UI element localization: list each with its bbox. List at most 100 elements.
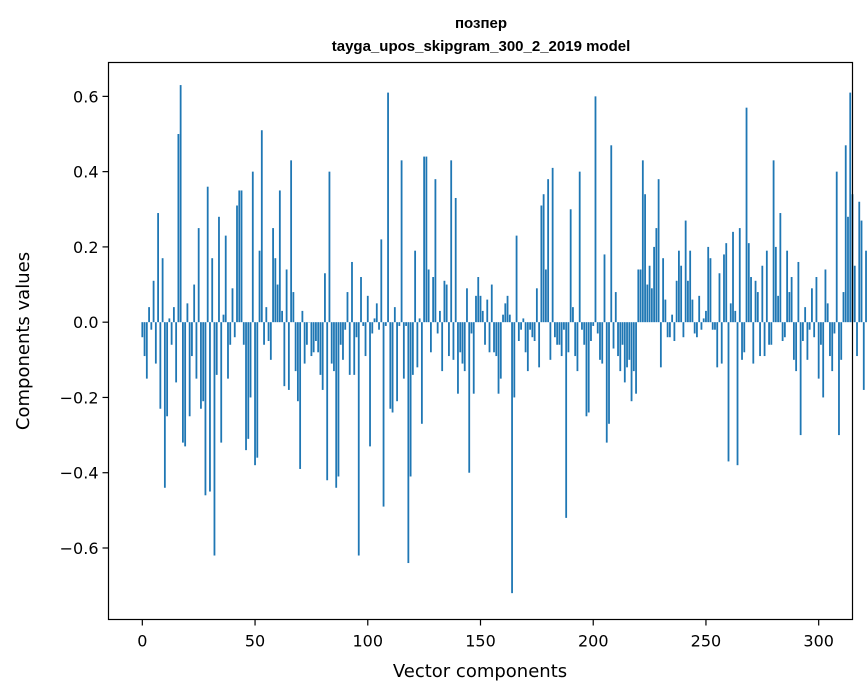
- bar: [820, 322, 822, 345]
- bar: [558, 322, 561, 345]
- bar: [274, 258, 277, 323]
- bar: [366, 295, 369, 323]
- bar: [188, 322, 191, 417]
- bar: [197, 228, 200, 323]
- bar: [840, 322, 843, 360]
- bar: [700, 322, 703, 330]
- bar: [716, 322, 719, 368]
- bar: [761, 265, 764, 323]
- bar: [538, 322, 541, 368]
- bar: [484, 322, 486, 345]
- bar: [222, 314, 225, 323]
- bar: [265, 307, 268, 323]
- x-tick-label: 150: [465, 632, 496, 651]
- bar: [646, 284, 649, 323]
- bar: [569, 209, 572, 323]
- bar: [459, 322, 462, 353]
- bar: [765, 250, 768, 323]
- bar: [673, 322, 676, 341]
- bar: [585, 322, 588, 417]
- bar: [727, 322, 730, 462]
- y-axis: −0.6 −0.4 −0.2 0.0 0.2 0.4 0.6: [60, 87, 109, 558]
- bar: [150, 322, 153, 330]
- bar: [224, 235, 227, 323]
- bar: [522, 318, 525, 323]
- bar: [364, 322, 367, 357]
- bar: [448, 322, 450, 357]
- bar: [621, 322, 624, 345]
- bar: [817, 322, 820, 379]
- bar: [400, 160, 403, 323]
- bar: [856, 322, 858, 357]
- bar: [630, 322, 633, 402]
- bar: [709, 258, 712, 323]
- bar: [533, 322, 536, 341]
- bar: [328, 171, 331, 323]
- bar: [452, 322, 455, 360]
- chart-subtitle: tayga_upos_skipgram_300_2_2019 model: [332, 38, 631, 55]
- bar: [353, 322, 356, 375]
- bar: [547, 179, 550, 323]
- bar: [635, 322, 637, 394]
- bar: [603, 254, 606, 323]
- bar: [592, 322, 595, 326]
- bar: [461, 322, 464, 364]
- bar: [680, 265, 683, 323]
- bar: [576, 322, 579, 372]
- bar: [605, 322, 608, 443]
- bar: [743, 322, 746, 353]
- bar: [508, 314, 511, 323]
- bar: [608, 322, 610, 424]
- bar: [808, 322, 811, 330]
- bar: [756, 292, 759, 323]
- bar: [583, 322, 586, 345]
- bar: [531, 322, 534, 338]
- bar: [563, 322, 565, 330]
- bar: [560, 322, 563, 357]
- bar: [236, 205, 238, 323]
- bar: [355, 322, 358, 338]
- bar: [303, 322, 306, 364]
- y-tick-label: 0.2: [73, 238, 98, 257]
- bar: [342, 322, 344, 360]
- bar: [779, 213, 782, 323]
- bar: [511, 322, 513, 594]
- bar: [161, 258, 164, 323]
- bar: [321, 322, 324, 390]
- bar: [371, 322, 374, 334]
- bar: [783, 322, 786, 338]
- bar: [623, 322, 626, 383]
- bar: [330, 322, 333, 364]
- bar: [310, 322, 313, 357]
- bar: [299, 322, 302, 469]
- bar: [148, 307, 150, 323]
- x-tick-label: 300: [803, 632, 834, 651]
- bar: [610, 145, 613, 323]
- plot-area: [141, 85, 867, 594]
- bar: [402, 322, 405, 379]
- bar: [285, 269, 288, 323]
- bar: [427, 269, 430, 323]
- bar: [594, 96, 597, 323]
- bar: [813, 322, 816, 338]
- bar: [317, 322, 320, 353]
- bar: [389, 322, 392, 409]
- bar: [687, 280, 689, 323]
- bar: [348, 322, 351, 375]
- x-tick-label: 250: [691, 632, 722, 651]
- bar: [229, 322, 232, 345]
- bar: [177, 134, 180, 323]
- bar: [723, 254, 725, 323]
- bar: [641, 160, 644, 323]
- bar: [254, 322, 256, 466]
- bar: [815, 277, 818, 323]
- bar: [172, 307, 175, 323]
- bar: [770, 322, 773, 345]
- bar: [714, 322, 716, 330]
- bar: [227, 322, 229, 379]
- y-tick-label: −0.4: [60, 464, 99, 483]
- bar: [655, 228, 658, 323]
- bar: [269, 322, 272, 360]
- bar: [272, 228, 274, 323]
- bar: [211, 258, 214, 323]
